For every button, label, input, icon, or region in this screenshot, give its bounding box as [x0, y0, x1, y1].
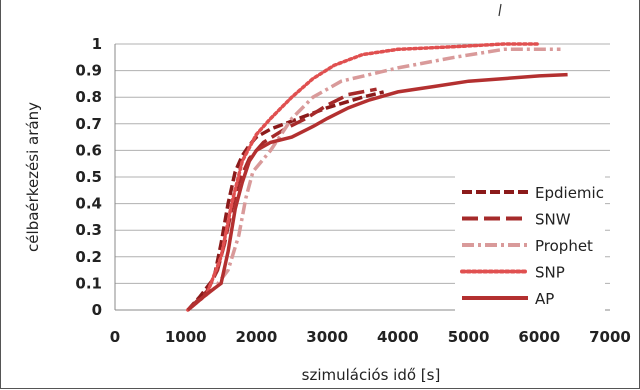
y-tick-label: 1	[92, 35, 102, 53]
y-tick-label: 0.8	[75, 88, 102, 106]
x-tick-label: 7000	[589, 328, 631, 346]
series-line-snp	[186, 42, 542, 312]
x-tick-label: 5000	[448, 328, 490, 346]
series-line-snw	[186, 87, 377, 312]
x-tick-label: 0	[110, 328, 120, 346]
legend: Epdiemic SNW Prophet SNP AP	[455, 176, 605, 312]
y-tick-label: 0.5	[75, 168, 102, 186]
y-tick-label: 0.3	[75, 221, 102, 239]
y-tick-label: 0.9	[75, 62, 102, 80]
series-line-prophet	[186, 47, 561, 312]
legend-label: Prophet	[535, 237, 593, 255]
y-tick-labels: 0 0.1 0.2 0.3 0.4 0.5 0.6 0.7 0.8 0.9 1	[75, 35, 102, 319]
legend-label: Epdiemic	[535, 184, 604, 202]
x-tick-label: 4000	[377, 328, 419, 346]
series-layer	[186, 42, 568, 312]
x-axis-title: szimulációs idő [s]	[302, 366, 441, 384]
series-line-ap	[186, 72, 568, 312]
x-tick-label: 1000	[165, 328, 207, 346]
y-tick-label: 0.4	[75, 195, 102, 213]
y-tick-label: 0	[92, 301, 102, 319]
x-tick-label: 2000	[236, 328, 278, 346]
x-tick-labels: 0 1000 2000 3000 4000 5000 6000 7000	[110, 328, 631, 346]
y-tick-label: 0.7	[75, 115, 102, 133]
x-tick-label: 3000	[306, 328, 348, 346]
y-tick-label: 0.6	[75, 141, 102, 159]
y-tick-label: 0.1	[75, 274, 102, 292]
y-axis-title: célbaérkezési arány	[24, 102, 42, 252]
y-tick-label: 0.2	[75, 248, 102, 266]
cropped-mark-glyph	[498, 3, 502, 17]
legend-label: SNP	[535, 264, 565, 282]
x-tick-label: 6000	[518, 328, 560, 346]
cropped-mark	[498, 2, 502, 17]
legend-label: AP	[535, 290, 554, 308]
legend-label: SNW	[535, 211, 571, 229]
